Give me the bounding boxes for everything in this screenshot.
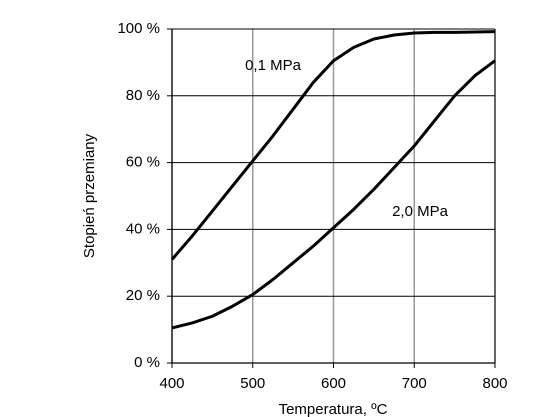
y-tick-label: 40 % — [126, 220, 160, 237]
series-label: 0,1 MPa — [245, 57, 302, 74]
y-tick-label: 20 % — [126, 287, 160, 304]
y-tick-label: 80 % — [126, 87, 160, 104]
line — [170, 30, 496, 261]
x-axis-title: Temperatura, ºC — [279, 401, 388, 417]
y-tick-label: 0 % — [134, 354, 160, 371]
line — [171, 59, 496, 330]
x-tick-label: 400 — [159, 375, 184, 392]
y-tick-label: 60 % — [126, 154, 160, 171]
y-axis-title: Stopień przemiany — [81, 133, 98, 258]
x-tick-label: 700 — [402, 375, 427, 392]
y-tick-label: 100 % — [117, 20, 160, 37]
series-label: 2,0 MPa — [392, 203, 449, 220]
x-tick-label: 800 — [482, 375, 507, 392]
x-tick-label: 500 — [240, 375, 265, 392]
x-tick-label: 600 — [321, 375, 346, 392]
